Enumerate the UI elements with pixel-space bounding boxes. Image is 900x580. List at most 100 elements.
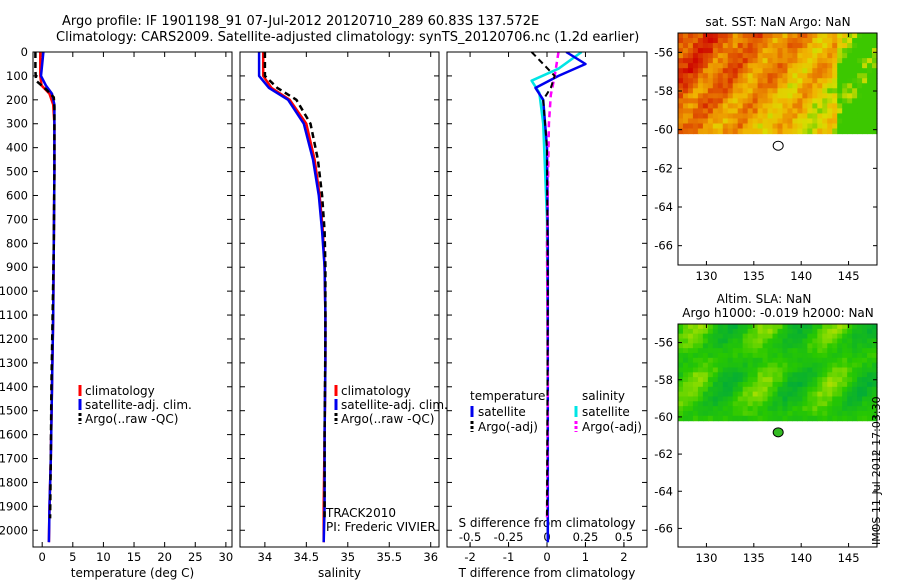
x-tick-label: 0 (39, 550, 46, 564)
title-line-1: Argo profile: IF 1901198_91 07-Jul-2012 … (62, 14, 540, 29)
series-line-temperature-argo-adj- (530, 52, 556, 519)
y-tick-label: 1100 (0, 308, 28, 322)
sla-heatmap (678, 324, 878, 422)
x-tick-label: 30 (219, 550, 234, 564)
y-tick-label: -66 (654, 239, 673, 253)
plot-frame (446, 51, 648, 548)
x-top-tick-label: -0.25 (494, 530, 524, 544)
x-tick-label: 130 (695, 551, 717, 565)
x-tick-label: 10 (96, 550, 111, 564)
x-tick-label: 1 (582, 550, 589, 564)
y-tick-label: 2000 (0, 523, 28, 537)
legend-label: satellite-adj. clim. (85, 398, 192, 412)
y-tick-label: 100 (6, 69, 28, 83)
x-tick-label: 34 (258, 550, 273, 564)
map-subtitle: Argo h1000: -0.019 h2000: NaN (682, 306, 874, 320)
map-title: Altim. SLA: NaN (717, 292, 812, 306)
x-top-tick-label: -0.5 (459, 530, 481, 544)
x-axis-label: T difference from climatology (458, 566, 636, 580)
series-line-climatology (261, 52, 327, 543)
x-tick-label: 34.5 (294, 550, 320, 564)
y-tick-label: -60 (654, 123, 673, 137)
y-tick-label: 300 (6, 117, 28, 131)
y-tick-label: 1800 (0, 475, 28, 489)
legend-label: satellite (582, 405, 630, 419)
y-tick-label: 1700 (0, 452, 28, 466)
y-tick-label: -58 (654, 84, 673, 98)
series-line-argo-raw-qc- (263, 52, 327, 519)
x-tick-label: 35.5 (376, 550, 402, 564)
x-top-tick-label: 0.5 (615, 530, 633, 544)
x-tick-label: 25 (188, 550, 203, 564)
y-tick-label: 1400 (0, 380, 28, 394)
plot-frame (32, 51, 233, 548)
x-top-tick-label: 0.25 (573, 530, 599, 544)
y-tick-label: 200 (6, 93, 28, 107)
x-tick-label: 2 (620, 550, 627, 564)
y-tick-label: 1600 (0, 428, 28, 442)
legend-label: Argo(..raw -QC) (341, 412, 434, 426)
map-title: sat. SST: NaN Argo: NaN (705, 15, 850, 29)
series-line-salinity-satellite (530, 52, 583, 543)
argo-position-marker (772, 140, 784, 151)
y-tick-label: 900 (6, 260, 28, 274)
legend-label: climatology (341, 384, 411, 398)
y-tick-label: 800 (6, 236, 28, 250)
series-line-temperature-satellite (534, 52, 587, 543)
legend-label: Argo(..raw -QC) (85, 412, 178, 426)
legend-label: climatology (85, 384, 155, 398)
map-frame (677, 323, 878, 548)
legend-title-temperature: temperature (470, 389, 545, 403)
x-tick-label: 15 (127, 550, 142, 564)
y-tick-label: -56 (654, 336, 673, 350)
track-annotation: PI: Frederic VIVIER (326, 520, 436, 534)
sst-heatmap (678, 33, 878, 135)
x-tick-label: 145 (838, 551, 860, 565)
x-tick-label: 135 (743, 269, 765, 283)
legend-label: Argo(-adj) (478, 420, 538, 434)
y-tick-label: 400 (6, 141, 28, 155)
x-tick-label: 0 (543, 550, 550, 564)
track-annotation: TRACK2010 (325, 506, 396, 520)
x-tick-label: 20 (157, 550, 172, 564)
y-tick-label: 1500 (0, 404, 28, 418)
y-tick-label: 500 (6, 165, 28, 179)
legend-label: satellite (478, 405, 526, 419)
argo-position-marker (772, 427, 784, 438)
y-tick-label: -64 (654, 484, 673, 498)
x-tick-label: 140 (790, 551, 812, 565)
y-tick-label: 1900 (0, 499, 28, 513)
x-axis-label: temperature (deg C) (71, 566, 194, 580)
x-tick-label: 135 (743, 551, 765, 565)
y-tick-label: -58 (654, 373, 673, 387)
map-frame (677, 32, 878, 266)
x-tick-label: -1 (503, 550, 514, 564)
x-axis-label: salinity (318, 566, 361, 580)
x-tick-label: 35 (340, 550, 355, 564)
title-line-2: Climatology: CARS2009. Satellite-adjuste… (56, 30, 640, 45)
plot-frame (239, 51, 440, 548)
y-tick-label: 1200 (0, 332, 28, 346)
imos-timestamp: IMOS 11-Jul-2012 17:03:30 (870, 396, 883, 545)
y-tick-label: -62 (654, 161, 673, 175)
series-line-argo-raw-qc- (34, 52, 56, 519)
legend-label: Argo(-adj) (582, 420, 642, 434)
legend-title-salinity: salinity (582, 389, 625, 403)
x-tick-label: 140 (790, 269, 812, 283)
x-tick-label: 145 (838, 269, 860, 283)
y-tick-label: -60 (654, 410, 673, 424)
y-tick-label: 600 (6, 188, 28, 202)
x-tick-label: 130 (695, 269, 717, 283)
legend-label: satellite-adj. clim. (341, 398, 448, 412)
x-tick-label: 36 (423, 550, 438, 564)
y-tick-label: -66 (654, 521, 673, 535)
series-line-satellite-adj-clim- (257, 52, 327, 543)
y-tick-label: 700 (6, 212, 28, 226)
y-tick-label: 0 (21, 45, 28, 59)
y-tick-label: 1300 (0, 356, 28, 370)
y-tick-label: -62 (654, 447, 673, 461)
y-tick-label: -56 (654, 45, 673, 59)
y-tick-label: -64 (654, 200, 673, 214)
y-tick-label: 1000 (0, 284, 28, 298)
